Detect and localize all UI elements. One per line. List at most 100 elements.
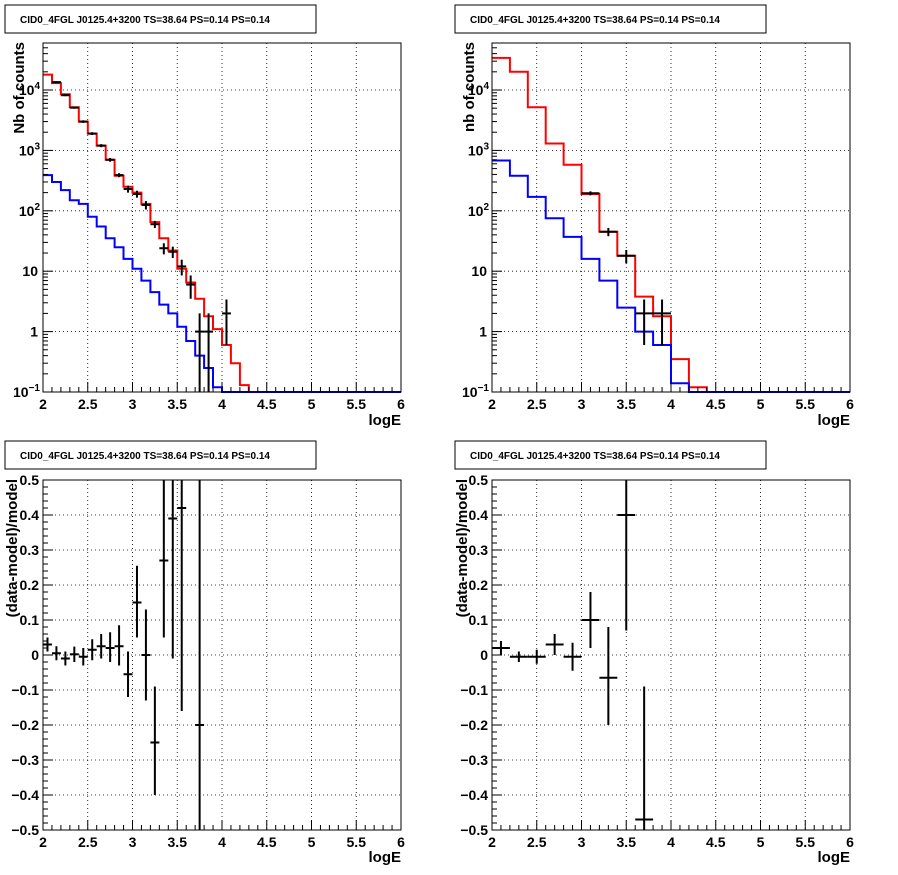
- data-point: [617, 249, 636, 264]
- y-tick-label: −0.3: [460, 752, 488, 768]
- y-tick-label: −0.2: [11, 717, 39, 733]
- residual-point: [150, 686, 160, 795]
- panel-2-x-label: logE: [818, 412, 851, 429]
- residual-point: [581, 592, 600, 648]
- y-tick-label: −0.2: [460, 717, 488, 733]
- x-tick-label: 5: [757, 396, 765, 412]
- y-tick-label: 1: [30, 324, 38, 340]
- y-tick-label: −0.5: [460, 822, 488, 838]
- y-tick-label: 102: [468, 202, 490, 219]
- y-tick-label: 0: [480, 647, 488, 663]
- data-point: [222, 299, 231, 345]
- panel-3-title-box: [4, 440, 317, 470]
- y-tick-label: 0.2: [20, 577, 40, 593]
- y-tick-label: −0.1: [11, 682, 39, 698]
- x-tick-label: 3.5: [168, 834, 188, 850]
- x-tick-label: 5.5: [347, 834, 367, 850]
- panel-4-residual-chart: CID0_4FGL J0125.4+3200 TS=38.64 PS=0.14 …: [454, 440, 854, 866]
- residual-point: [635, 686, 654, 830]
- x-tick-label: 2: [488, 834, 496, 850]
- residual-point: [51, 646, 61, 661]
- data-point: [51, 81, 61, 84]
- residual-point: [159, 480, 169, 638]
- y-tick-label: 0.4: [20, 507, 40, 523]
- x-tick-label: 2.5: [78, 834, 98, 850]
- panel-4-title: CID0_4FGL J0125.4+3200 TS=38.64 PS=0.14 …: [470, 451, 720, 462]
- panel-2-x-ticks: 2 2.5 3 3.5 4 4.5 5 5.5 6: [488, 382, 854, 412]
- panel-1-counts-chart: CID0_4FGL J0125.4+3200 TS=38.64 PS=0.14 …: [4, 4, 405, 429]
- y-tick-label: 10−1: [462, 383, 489, 400]
- x-tick-label: 3: [129, 396, 137, 412]
- residual-point: [177, 480, 187, 711]
- panel-4-plot-area: [492, 480, 654, 830]
- panel-3-x-label: logE: [369, 849, 402, 866]
- x-tick-label: 4: [667, 396, 675, 412]
- y-tick-label: 0.2: [469, 577, 489, 593]
- x-tick-label: 3: [129, 834, 137, 850]
- y-tick-label: 103: [19, 141, 41, 158]
- y-tick-label: −0.4: [460, 787, 488, 803]
- y-tick-label: 103: [468, 141, 490, 158]
- y-tick-label: 0.1: [20, 612, 40, 628]
- x-tick-label: 4.5: [706, 396, 726, 412]
- x-tick-label: 2.5: [527, 396, 547, 412]
- data-point: [150, 220, 160, 228]
- residual-point: [60, 651, 70, 666]
- residual-point: [599, 627, 618, 725]
- panel-3-y-label: (data-model)/model: [4, 479, 21, 617]
- residual-point: [78, 648, 88, 666]
- x-tick-label: 6: [397, 396, 405, 412]
- residual-point: [509, 651, 528, 662]
- x-tick-label: 5: [308, 834, 316, 850]
- data-point: [78, 120, 88, 123]
- data-point: [653, 299, 671, 345]
- y-tick-label: 10: [22, 263, 38, 279]
- panel-3-y-ticks: 0.5 0.4 0.3 0.2 0.1 0 −0.1 −0.2 −0.3 −0.4 −0.5: [11, 472, 53, 838]
- panel-2-frame: [491, 42, 851, 393]
- panel-4-frame: [491, 479, 851, 831]
- residual-point: [563, 642, 582, 671]
- data-point: [69, 106, 79, 109]
- residual-point: [96, 634, 106, 659]
- residual-point: [69, 646, 79, 662]
- panel-4-x-ticks: 2 2.5 3 3.5 4 4.5 5 5.5 6: [488, 820, 854, 850]
- data-point: [635, 299, 654, 345]
- x-tick-label: 2: [39, 396, 47, 412]
- data-point: [168, 246, 178, 259]
- y-tick-label: 10: [471, 263, 487, 279]
- y-tick-label: 0.1: [469, 612, 489, 628]
- x-tick-label: 3: [578, 834, 586, 850]
- panel-4-y-label: (data-model)/model: [454, 479, 471, 617]
- y-tick-label: 0: [31, 647, 39, 663]
- x-tick-label: 4.5: [257, 834, 277, 850]
- y-tick-label: 0.4: [469, 507, 489, 523]
- x-tick-label: 3.5: [617, 834, 637, 850]
- x-tick-label: 4.5: [706, 834, 726, 850]
- data-point: [204, 313, 214, 392]
- y-tick-label: 0.3: [469, 542, 489, 558]
- data-point: [60, 94, 70, 97]
- data-point: [177, 259, 187, 276]
- x-tick-label: 6: [397, 834, 405, 850]
- y-tick-label: 10−1: [13, 383, 40, 400]
- y-tick-label: 102: [19, 202, 41, 219]
- x-tick-label: 2.5: [527, 834, 547, 850]
- panel-1-frame: [42, 42, 402, 393]
- x-tick-label: 5.5: [347, 396, 367, 412]
- panel-2-y-ticks: 10−1 1 10 102 103 104: [462, 47, 502, 400]
- x-tick-label: 5: [308, 396, 316, 412]
- x-tick-label: 2: [39, 834, 47, 850]
- panel-4-y-ticks: 0.5 0.4 0.3 0.2 0.1 0 −0.1 −0.2 −0.3 −0.4 −0.5: [460, 472, 502, 838]
- y-tick-label: 0.5: [20, 472, 40, 488]
- residual-point: [195, 480, 205, 830]
- residual-point: [617, 480, 636, 631]
- data-point: [87, 132, 97, 135]
- y-tick-label: 0.3: [20, 542, 40, 558]
- x-tick-label: 4.5: [257, 396, 277, 412]
- x-tick-label: 3.5: [617, 396, 637, 412]
- x-tick-label: 3.5: [168, 396, 188, 412]
- x-tick-label: 6: [846, 396, 854, 412]
- panel-2-y-label: nb of counts: [461, 42, 478, 132]
